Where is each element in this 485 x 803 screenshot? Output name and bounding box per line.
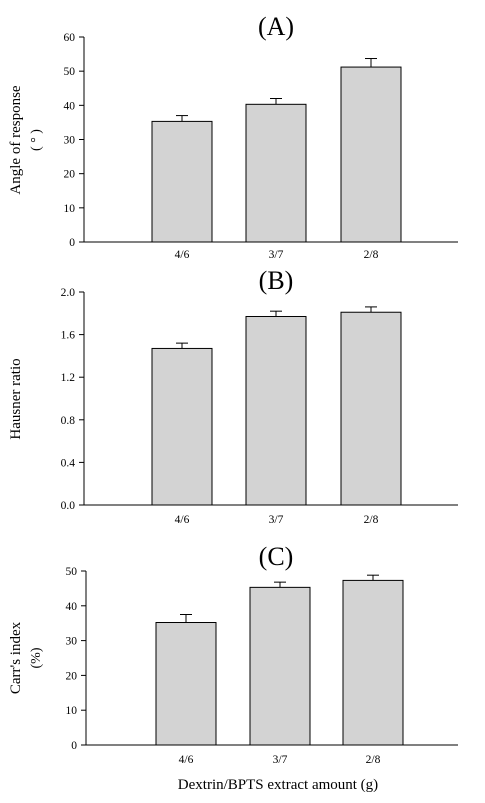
panel-a-x-tick-label: 3/7 [269, 249, 284, 261]
panel-a-y-tick-label: 50 [64, 66, 76, 78]
panel-c-y-tick-label: 50 [66, 566, 78, 578]
panel-b-bar [340, 311, 402, 506]
panel-b-y-tick-label: 0.0 [61, 500, 76, 512]
panel-b-title: (B) [259, 266, 294, 295]
panel-c-x-tick-label: 3/7 [273, 754, 288, 766]
x-axis-label: Dextrin/BPTS extract amount (g) [178, 777, 378, 793]
panel-a-y-axis-unit: ( ° ) [29, 129, 44, 151]
panel-c-x-tick-label: 2/8 [366, 754, 381, 766]
panel-b-y-tick-label: 2.0 [61, 287, 76, 299]
panel-a-x-tick-label: 4/6 [175, 249, 190, 261]
panel-a-y-tick-label: 60 [64, 32, 76, 44]
panel-a-bar [151, 120, 213, 243]
panel-b-y-tick-label: 1.6 [61, 330, 76, 342]
panel-b-bar [151, 347, 213, 506]
panel-c-y-tick-label: 10 [66, 705, 78, 717]
panel-c-bar [155, 622, 217, 746]
panel-a-y-axis-label: Angle of response [8, 85, 24, 194]
panel-b-bar [245, 315, 307, 506]
panel-a-y-tick-label: 40 [64, 100, 76, 112]
panel-a-y-tick-label: 30 [64, 135, 76, 147]
panel-b-y-tick-label: 1.2 [61, 372, 76, 384]
panel-a-y-tick-label: 20 [64, 169, 76, 181]
panel-b-x-tick-label: 3/7 [269, 514, 284, 526]
panel-c-y-axis-unit: (%) [29, 647, 44, 668]
panel-c-y-tick-label: 40 [66, 601, 78, 613]
panel-c-y-tick-label: 20 [66, 670, 78, 682]
panel-c-y-tick-label: 0 [71, 740, 77, 752]
panel-c-bar [249, 586, 311, 746]
panel-a-bar [245, 103, 307, 243]
panel-c-y-axis-label: Carr's index [8, 621, 24, 694]
panel-c-x-tick-label: 4/6 [179, 754, 194, 766]
panel-a-y-tick-label: 0 [69, 237, 75, 249]
panel-b-y-tick-label: 0.4 [61, 457, 76, 469]
panel-c-title: (C) [259, 542, 294, 571]
panel-b-x-tick-label: 4/6 [175, 514, 190, 526]
panel-b-y-tick-label: 0.8 [61, 415, 76, 427]
panel-a-title: (A) [258, 12, 294, 41]
panel-a-x-tick-label: 2/8 [364, 249, 379, 261]
panel-a-bar [340, 66, 402, 243]
panel-c-bar [342, 579, 404, 746]
panel-c-y-tick-label: 30 [66, 636, 78, 648]
panel-a-y-tick-label: 10 [64, 203, 76, 215]
panel-b-x-tick-label: 2/8 [364, 514, 379, 526]
panel-b-y-axis-label: Hausner ratio [8, 358, 24, 439]
